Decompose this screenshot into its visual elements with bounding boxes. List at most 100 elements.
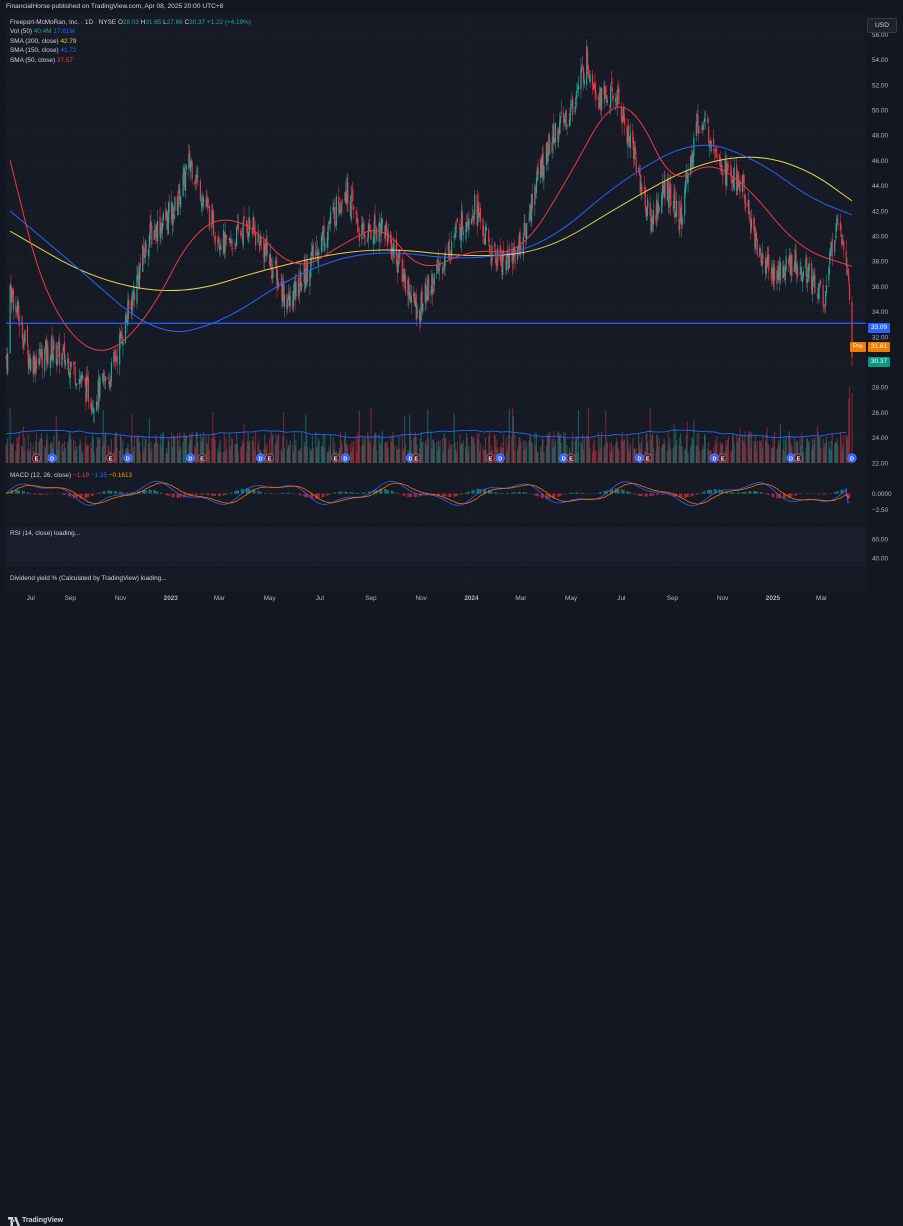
event-marker-letter: E [334,456,338,462]
macd-histogram-bar [603,491,604,494]
volume-bar [393,445,394,463]
candle-body [75,367,76,383]
candle-body [707,119,708,123]
macd-histogram-bar [304,494,305,498]
candle-body [444,266,445,269]
candle-body [434,274,435,285]
macd-histogram-bar [696,494,697,495]
symbol-label[interactable]: Freeport-McMoRan, Inc. · 1D · NYSE [10,19,116,26]
candle-body [814,275,815,293]
candle-body [68,359,69,375]
candle-body [267,242,268,254]
candle-body [44,349,45,371]
candle-body [324,243,325,250]
macd-histogram-bar [757,492,758,494]
last-price-tag: 30.37 [868,357,890,367]
y-tick-label: 26.00 [872,410,888,417]
candle-body [595,90,596,99]
macd-histogram-bar [211,494,212,496]
volume-bar [140,452,141,463]
rsi-legend[interactable]: RSI (14, close) loading... [10,529,80,538]
candle-body [552,142,553,153]
volume-bar [59,441,60,463]
macd-histogram-bar [776,494,777,499]
macd-histogram-bar [111,491,112,494]
volume-bar [440,441,441,463]
macd-histogram-bar [127,493,128,494]
y-tick-label: 34.00 [872,309,888,316]
event-marker-letter: E [200,456,204,462]
candle-body [365,236,366,237]
macd-histogram-bar [799,494,800,495]
tradingview-brand[interactable]: TradingView [22,1217,63,1224]
candle-body [310,257,311,276]
candle-body [557,128,558,143]
currency-button[interactable]: USD [867,18,897,33]
candle-body [225,236,226,239]
volume-bar [238,452,239,463]
macd-histogram-bar [231,492,232,493]
candle-body [744,195,745,204]
macd-histogram-bar [523,492,524,494]
candle-body [330,212,331,224]
macd-histogram-bar [467,492,468,494]
macd-histogram-bar [183,494,184,498]
candle-body [70,371,71,378]
candle-body [411,296,412,303]
candle-body [355,212,356,214]
macd-histogram-bar [340,492,341,494]
event-marker-letter: D [126,456,130,462]
sma150-legend[interactable]: SMA (150, close) 41.72 [10,46,251,55]
sma50-line[interactable] [10,107,852,351]
candle-body [243,216,244,220]
candle-body [538,167,539,174]
macd-histogram-bar [23,491,24,493]
macd-histogram-bar [261,492,262,494]
volume-bar [76,446,77,463]
candle-body [613,96,614,99]
macd-histogram-bar [702,492,703,494]
macd-histogram-bar [473,490,474,494]
macd-histogram-bar [686,494,687,498]
volume-bar [169,441,170,463]
volume-legend[interactable]: Vol (50) 40.4M 17.81M [10,27,251,36]
volume-bar [538,452,539,463]
volume-bar [13,443,14,463]
volume-bar [826,437,827,463]
dividend-legend[interactable]: Dividend yield % (Calculated by TradingV… [10,574,167,583]
candle-body [580,68,581,89]
macd-histogram-bar [575,492,576,493]
candle-body [442,268,443,274]
macd-legend[interactable]: MACD (12, 26, close) −1.19 −1.35 −0.1613 [10,471,132,480]
candle-body [103,373,104,383]
candle-body [290,296,291,306]
price-chart-svg[interactable]: 56.0054.0052.0050.0048.0046.0044.0042.00… [0,0,903,626]
macd-histogram-bar [580,493,581,494]
sma50-legend[interactable]: SMA (50, close) 37.57 [10,56,251,65]
macd-histogram-bar [554,494,555,498]
sma200-legend[interactable]: SMA (200, close) 42.79 [10,37,251,46]
macd-histogram-bar [223,494,224,496]
candle-body [197,175,198,177]
rsi-tick-label: 60.00 [872,536,888,543]
candle-body [7,353,8,373]
macd-histogram-bar [353,493,354,494]
volume-bar [122,441,123,463]
macd-histogram-bar [407,494,408,498]
candle-body [705,120,706,121]
candle-body [791,255,792,276]
y-tick-label: 36.00 [872,284,888,291]
candle-body [502,255,503,275]
candle-body [543,166,544,179]
macd-histogram-bar [287,493,288,494]
macd-histogram-bar [738,493,739,494]
candle-body [261,241,262,242]
candle-body [837,223,838,225]
candle-body [459,224,460,238]
candle-body [774,267,775,280]
macd-histogram-bar [98,493,99,494]
volume-bar [762,435,763,463]
volume-bar [422,442,423,463]
macd-histogram-bar [91,494,92,497]
event-marker-letter: D [712,456,716,462]
